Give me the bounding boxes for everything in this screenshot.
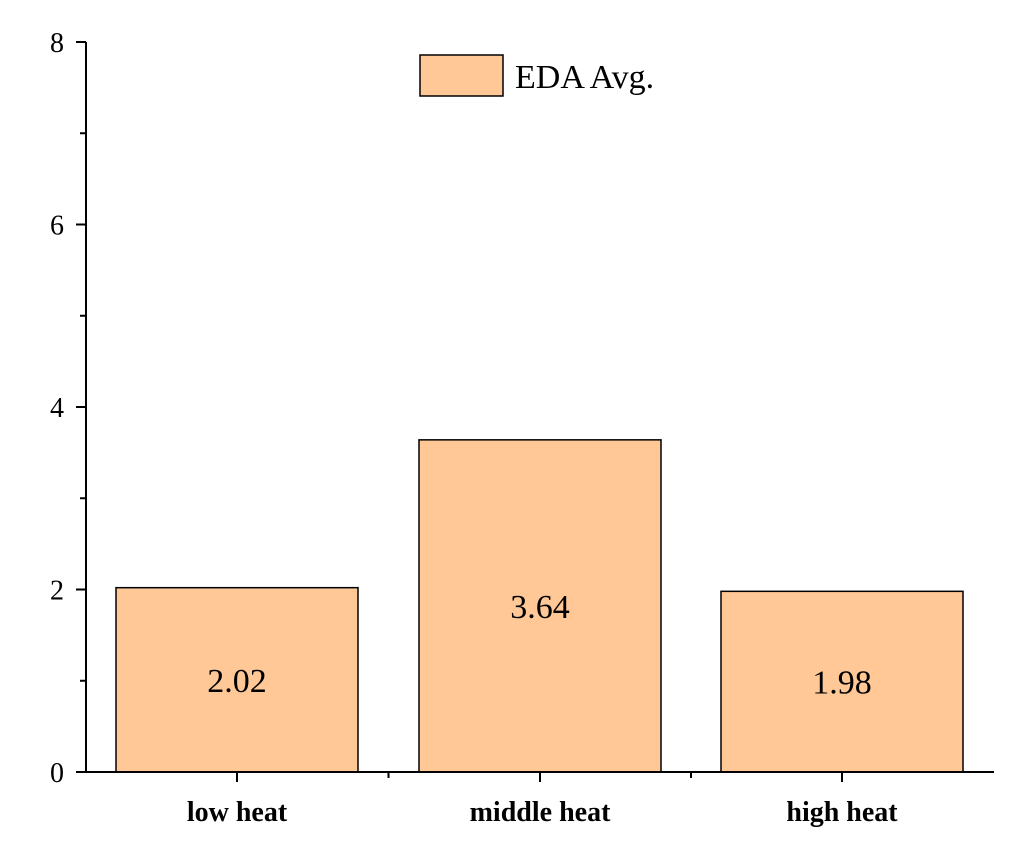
data-label-high-heat: 1.98: [812, 665, 872, 702]
y-tick-label: 4: [50, 393, 64, 424]
y-tick-label: 8: [50, 28, 64, 59]
y-tick-label: 6: [50, 211, 64, 242]
bar-high-heat: [720, 590, 964, 773]
data-label-low-heat: 2.02: [207, 663, 267, 700]
x-category-label: middle heat: [470, 797, 611, 828]
legend-label: EDA Avg.: [515, 59, 654, 96]
legend-swatch: [419, 54, 504, 97]
x-category-label: low heat: [187, 797, 288, 828]
data-label-middle-heat: 3.64: [510, 589, 570, 626]
y-tick-label: 0: [50, 758, 64, 789]
bar-low-heat: [115, 586, 359, 773]
y-tick-label: 2: [50, 576, 64, 607]
x-category-label: high heat: [786, 797, 898, 828]
bar-middle-heat: [418, 439, 662, 773]
